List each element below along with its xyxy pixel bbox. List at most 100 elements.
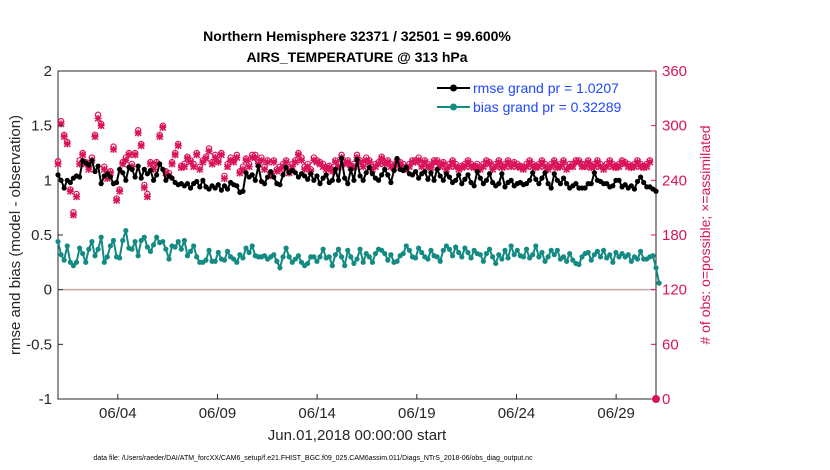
bias-point [607,252,613,258]
obs-assimilated-point [461,163,469,171]
rmse-point [641,179,647,186]
obs-assimilated-point [94,114,102,122]
rmse-point [123,177,129,183]
rmse-point [440,177,446,183]
bias-point [243,245,249,251]
plot-frame [57,70,657,400]
rmse-point [308,171,314,177]
rmse-point [224,186,231,192]
bias-point [221,257,228,263]
obs-assimilated-point [227,156,235,164]
bias-point [80,250,86,257]
obs-assimilated-point [63,140,71,148]
rmse-point [314,173,320,179]
rmse-point [502,184,508,190]
obs-assimilated-point [535,163,543,171]
rmse-point [215,182,221,188]
rmse-point [554,177,560,183]
obs-assimilated-point [205,147,213,155]
rmse-point [357,173,363,179]
bias-point [240,255,246,261]
bias-point [58,252,64,258]
rmse-point [280,172,286,178]
bias-point [656,280,662,286]
obs-assimilated-point [233,154,241,162]
rmse-point [169,175,175,181]
obs-assimilated-point [516,164,524,172]
bias-point [83,259,89,265]
rmse-point [588,181,594,187]
bias-point [536,254,542,260]
bias-point [554,247,560,253]
rmse-point [129,166,135,172]
obs-assimilated-point [637,163,645,171]
rmse-point [483,177,490,183]
obs-assimilated-point [57,120,65,128]
bias-point [453,244,459,250]
bias-point [576,261,582,268]
rmse-point [157,161,163,167]
bias-point [298,259,305,265]
bias-point [379,247,385,253]
obs-assimilated-point [523,163,531,171]
bias-point [499,256,505,262]
obs-assimilated-point [260,165,269,173]
obs-assimilated-point [270,158,278,166]
x-axis: 06/04 06/09 06/14 06/19 06/24 06/29 [99,394,635,422]
obs-assimilated-point [230,158,238,166]
y-right-tick-label: 300 [662,118,687,135]
rmse-point [348,166,354,172]
obs-assimilated-point [455,165,463,173]
bias-point [412,255,419,261]
obs-assimilated-point [433,158,441,166]
obs-assimilated-point [69,211,77,219]
rmse-point [132,174,138,180]
bias-point [249,243,255,249]
obs-assimilated-point [54,160,62,168]
obs-assimilated-point [362,156,370,164]
chart-subtitle: AIRS_TEMPERATURE @ 313 hPa [246,49,467,65]
rmse-point [323,172,329,178]
obs-assimilated-point [119,160,127,168]
obs-assimilated-point [603,163,611,171]
obs-assimilated-point [190,163,198,171]
rmse-point [141,166,147,172]
bias-point [419,249,425,256]
bias-point [317,254,323,260]
bias-point [616,254,622,260]
rmse-point [443,171,449,177]
bias-point [591,252,597,258]
rmse-point [446,174,453,180]
rmse-point [422,168,428,175]
rmse-point [557,181,564,187]
bias-point [64,243,70,249]
rmse-point [301,173,308,179]
bias-point [523,246,530,252]
obs-assimilated-point [60,133,68,141]
rmse-point [295,174,302,180]
rmse-point [283,164,289,170]
obs-assimilated-point [137,142,145,150]
rmse-point [548,185,554,191]
obs-assimilated-point [593,158,601,166]
rmse-point [351,177,357,183]
rmse-point [456,172,462,178]
bias-point [320,246,326,252]
bias-point [600,247,607,253]
obs-assimilated-point [458,164,466,172]
obs-assimilated-point [217,151,225,159]
obs-assimilated-point [587,164,595,172]
rmse-point [564,181,570,187]
bias-point [604,255,610,261]
rmse-point [530,170,536,176]
bias-point [55,238,61,245]
obs-assimilated-point [72,193,81,201]
rmse-point [610,183,616,189]
obs-assimilated-point [504,158,512,166]
obs-assimilated-point [492,163,500,171]
bias-point [295,253,302,259]
bias-point [345,247,351,253]
rmse-point [582,185,588,191]
rmse-point [277,182,283,188]
obs-assimilated-point [375,160,383,168]
